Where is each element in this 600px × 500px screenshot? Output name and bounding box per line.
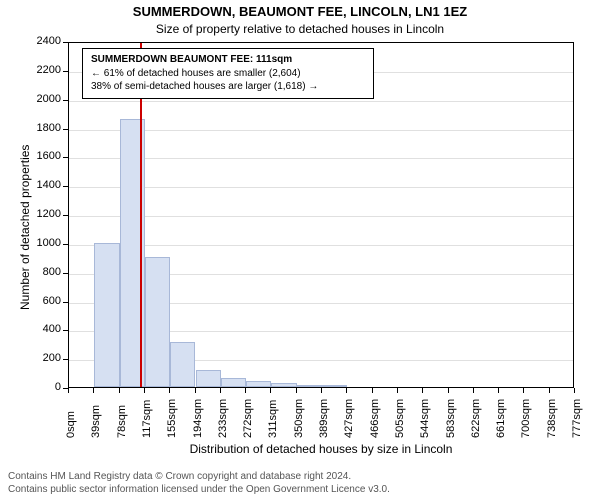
x-tick-mark (448, 388, 449, 393)
x-tick-mark (270, 388, 271, 393)
x-tick-label: 194sqm (192, 399, 204, 438)
figure: SUMMERDOWN, BEAUMONT FEE, LINCOLN, LN1 1… (0, 0, 600, 500)
x-tick-mark (473, 388, 474, 393)
x-axis-label: Distribution of detached houses by size … (68, 442, 574, 456)
y-tick-label: 1800 (37, 122, 61, 134)
x-tick-mark (549, 388, 550, 393)
y-tick-label: 0 (55, 381, 61, 393)
x-tick-label: 466sqm (369, 399, 381, 438)
y-tick-label: 200 (43, 352, 61, 364)
x-tick-mark (372, 388, 373, 393)
x-tick-label: 39sqm (90, 405, 102, 438)
x-tick-mark (245, 388, 246, 393)
x-tick-mark (498, 388, 499, 393)
x-tick-label: 0sqm (65, 411, 77, 438)
x-tick-mark (422, 388, 423, 393)
x-tick-mark (574, 388, 575, 393)
info-box-line1: SUMMERDOWN BEAUMONT FEE: 111sqm (91, 53, 365, 67)
x-tick-label: 78sqm (116, 405, 128, 438)
x-tick-mark (296, 388, 297, 393)
footer-line1: Contains HM Land Registry data © Crown c… (8, 471, 390, 484)
x-tick-mark (169, 388, 170, 393)
y-tick-mark (63, 244, 68, 245)
x-tick-label: 117sqm (141, 400, 153, 438)
x-tick-mark (119, 388, 120, 393)
info-box: SUMMERDOWN BEAUMONT FEE: 111sqm ← 61% of… (82, 48, 374, 99)
y-tick-label: 2400 (37, 35, 61, 47)
footer: Contains HM Land Registry data © Crown c… (8, 471, 390, 496)
y-tick-mark (63, 273, 68, 274)
x-tick-mark (93, 388, 94, 393)
x-tick-mark (346, 388, 347, 393)
x-tick-label: 661sqm (495, 399, 507, 438)
y-tick-label: 1600 (37, 150, 61, 162)
x-tick-label: 583sqm (445, 399, 457, 438)
x-tick-mark (523, 388, 524, 393)
y-tick-label: 1200 (37, 208, 61, 220)
x-tick-label: 311sqm (267, 400, 279, 438)
x-tick-label: 700sqm (520, 399, 532, 438)
y-tick-label: 600 (43, 295, 61, 307)
x-tick-mark (144, 388, 145, 393)
y-axis-label-text: Number of detached properties (18, 145, 32, 310)
y-tick-mark (63, 100, 68, 101)
y-tick-mark (63, 330, 68, 331)
y-tick-mark (63, 71, 68, 72)
y-tick-label: 2200 (37, 64, 61, 76)
y-axis-label: Number of detached properties (18, 145, 32, 310)
y-tick-mark (63, 42, 68, 43)
x-tick-label: 738sqm (546, 399, 558, 438)
x-axis-label-text: Distribution of detached houses by size … (190, 442, 453, 456)
x-tick-label: 233sqm (217, 399, 229, 438)
x-tick-label: 389sqm (318, 399, 330, 438)
y-tick-label: 1000 (37, 237, 61, 249)
x-tick-mark (220, 388, 221, 393)
chart-title-main: SUMMERDOWN, BEAUMONT FEE, LINCOLN, LN1 1… (0, 4, 600, 19)
x-tick-label: 777sqm (571, 399, 583, 438)
x-tick-label: 505sqm (394, 399, 406, 438)
y-tick-mark (63, 359, 68, 360)
y-tick-mark (63, 157, 68, 158)
y-tick-label: 800 (43, 266, 61, 278)
y-tick-label: 400 (43, 323, 61, 335)
y-tick-mark (63, 302, 68, 303)
x-tick-label: 155sqm (166, 399, 178, 438)
y-tick-mark (63, 186, 68, 187)
info-box-line3: 38% of semi-detached houses are larger (… (91, 80, 365, 94)
x-tick-label: 427sqm (343, 399, 355, 438)
x-tick-mark (195, 388, 196, 393)
x-tick-mark (68, 388, 69, 393)
y-tick-mark (63, 129, 68, 130)
chart-title-sub: Size of property relative to detached ho… (0, 22, 600, 36)
x-tick-label: 544sqm (419, 399, 431, 438)
x-tick-mark (397, 388, 398, 393)
y-tick-label: 1400 (37, 179, 61, 191)
x-tick-label: 272sqm (242, 399, 254, 438)
footer-line2: Contains public sector information licen… (8, 484, 390, 497)
x-tick-mark (321, 388, 322, 393)
info-box-line2: ← 61% of detached houses are smaller (2,… (91, 67, 365, 81)
x-tick-label: 622sqm (470, 399, 482, 438)
y-tick-mark (63, 215, 68, 216)
y-tick-label: 2000 (37, 93, 61, 105)
x-tick-label: 350sqm (293, 399, 305, 438)
